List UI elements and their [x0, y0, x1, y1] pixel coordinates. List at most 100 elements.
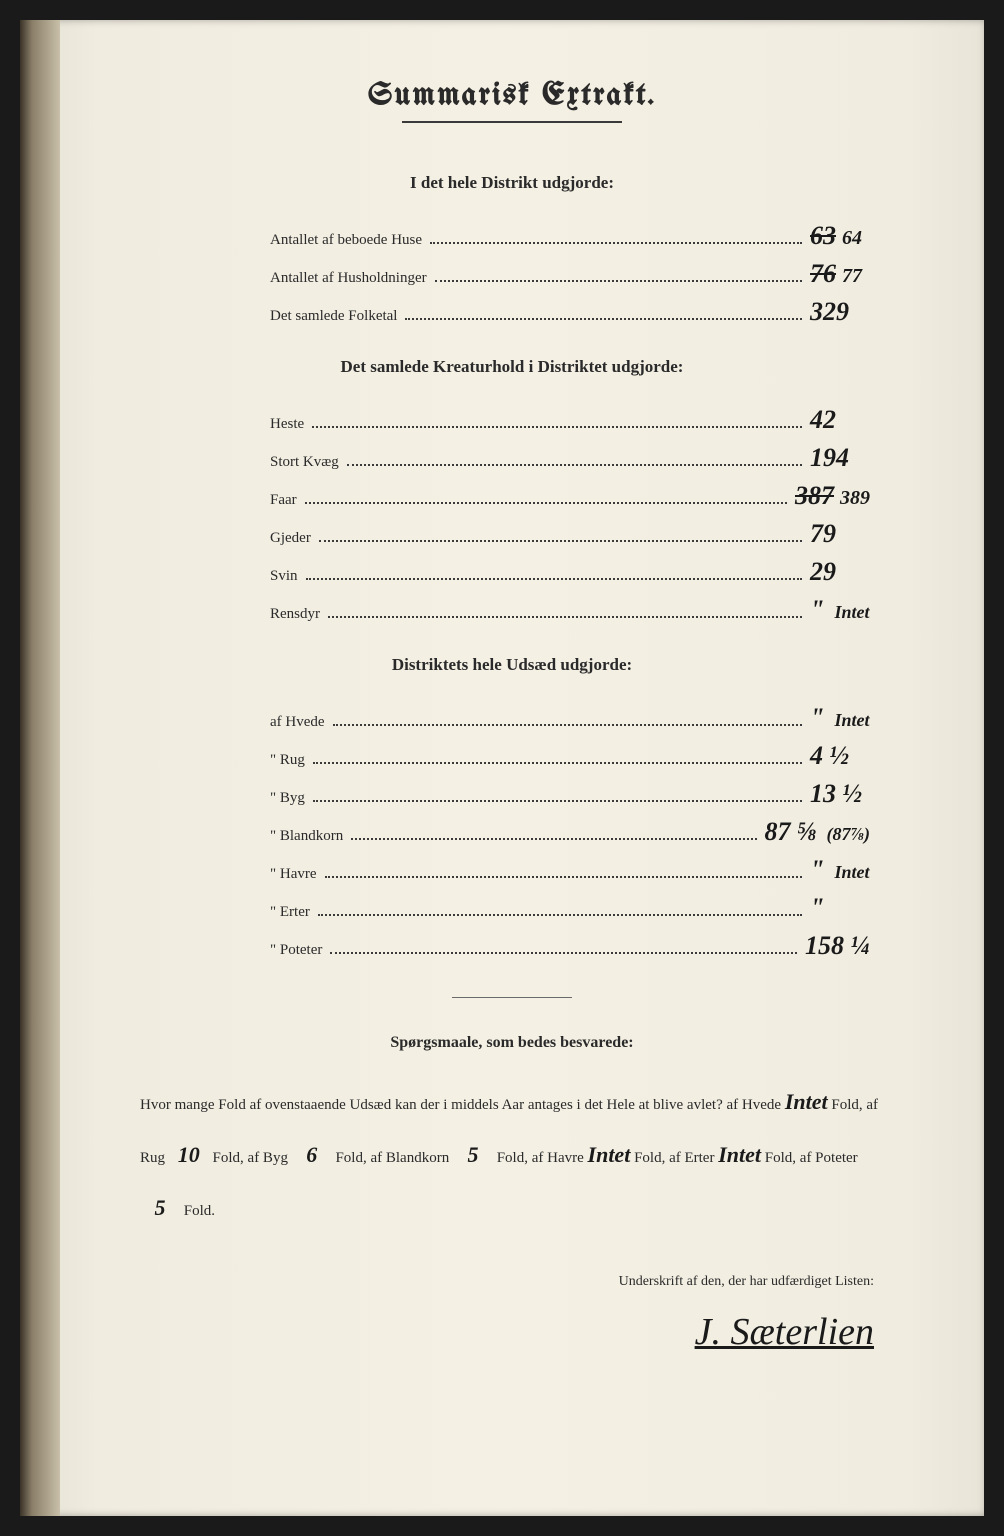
document-page: Summarisk Extrakt. I det hele Distrikt u…	[20, 20, 984, 1516]
row-label: " Poteter	[270, 942, 322, 959]
data-row: af Hvede "Intet	[270, 703, 870, 733]
data-row: Rensdyr "Intet	[270, 595, 870, 625]
questions-intro: Hvor mange Fold af ovenstaaende Udsæd ka…	[140, 1097, 723, 1113]
leader-dots	[405, 318, 802, 320]
leader-dots	[318, 914, 802, 916]
data-row: Det samlede Folketal 329	[270, 297, 870, 327]
question-item-label: af Erter	[669, 1150, 714, 1166]
row-label: Stort Kvæg	[270, 454, 339, 471]
question-item-label: af Byg	[248, 1150, 288, 1166]
leader-dots	[306, 578, 802, 580]
data-row: Gjeder 79	[270, 519, 870, 549]
section1-rows: Antallet af beboede Huse6364Antallet af …	[120, 221, 904, 327]
data-row: Heste 42	[270, 405, 870, 435]
question-item-suffix: Fold,	[335, 1150, 366, 1166]
row-value: "Intet	[810, 595, 870, 625]
row-value: 387389	[795, 481, 870, 511]
data-row: Antallet af beboede Huse 6364	[270, 221, 870, 251]
row-value: 29	[810, 557, 870, 587]
data-row: " Byg 13 ½	[270, 779, 870, 809]
row-label: Faar	[270, 492, 297, 509]
row-value: 6364	[810, 221, 870, 251]
section2-heading: Det samlede Kreaturhold i Distriktet udg…	[120, 357, 904, 377]
leader-dots	[347, 464, 802, 466]
question-item-label: af Poteter	[800, 1150, 858, 1166]
question-item-value: 10	[169, 1129, 209, 1182]
data-row: " Blandkorn 87 ⅝(87⅞)	[270, 817, 870, 847]
row-value: 87 ⅝(87⅞)	[765, 817, 871, 847]
row-label: af Hvede	[270, 714, 325, 731]
data-row: " Poteter 158 ¼	[270, 931, 870, 961]
leader-dots	[351, 838, 756, 840]
question-item-label: af Blandkorn	[370, 1150, 449, 1166]
signature-block: Underskrift af den, der har udfærdiget L…	[120, 1274, 874, 1354]
leader-dots	[313, 762, 802, 764]
row-value: 79	[810, 519, 870, 549]
row-value: 329	[810, 297, 870, 327]
row-value: 4 ½	[810, 741, 870, 771]
question-item-value: Intet	[785, 1076, 828, 1129]
row-label: Antallet af Husholdninger	[270, 270, 427, 287]
section1-heading: I det hele Distrikt udgjorde:	[120, 173, 904, 193]
question-item-suffix: Fold.	[184, 1203, 215, 1219]
title-underline	[402, 121, 622, 123]
row-label: Det samlede Folketal	[270, 308, 397, 325]
page-title: Summarisk Extrakt.	[120, 80, 904, 113]
question-item-value: Intet	[718, 1129, 761, 1182]
data-row: " Erter "	[270, 893, 870, 923]
question-item-suffix: Fold,	[213, 1150, 244, 1166]
row-label: Heste	[270, 416, 304, 433]
row-value: 158 ¼	[805, 931, 870, 961]
question-item-suffix: Fold,	[634, 1150, 665, 1166]
row-label: Svin	[270, 568, 298, 585]
question-item-suffix: Fold,	[765, 1150, 796, 1166]
question-item-label: af Havre	[532, 1150, 584, 1166]
row-value: 7677	[810, 259, 870, 289]
questions-heading: Spørgsmaale, som bedes besvarede:	[120, 1034, 904, 1052]
data-row: Svin 29	[270, 557, 870, 587]
data-row: " Rug 4 ½	[270, 741, 870, 771]
data-row: " Havre "Intet	[270, 855, 870, 885]
row-value: "Intet	[810, 703, 870, 733]
signature-label: Underskrift af den, der har udfærdiget L…	[120, 1274, 874, 1290]
row-label: Antallet af beboede Huse	[270, 232, 422, 249]
section3-heading: Distriktets hele Udsæd udgjorde:	[120, 655, 904, 675]
leader-dots	[330, 952, 797, 954]
signature-name: J. Sæterlien	[120, 1310, 874, 1354]
section3-rows: af Hvede "Intet " Rug 4 ½ " Byg 13 ½ " Blandko…	[120, 703, 904, 961]
leader-dots	[325, 876, 802, 878]
leader-dots	[305, 502, 787, 504]
row-label: " Byg	[270, 790, 305, 807]
leader-dots	[333, 724, 802, 726]
section2-rows: Heste 42 Stort Kvæg 194 Faar 387389 Gjeder 79 Sv…	[120, 405, 904, 625]
data-row: Faar 387389	[270, 481, 870, 511]
row-label: Rensdyr	[270, 606, 320, 623]
question-item-value: 5	[453, 1129, 493, 1182]
row-value: "	[810, 893, 870, 923]
question-item-suffix: Fold,	[497, 1150, 528, 1166]
row-value: "Intet	[810, 855, 870, 885]
leader-dots	[319, 540, 802, 542]
question-item-suffix: Fold,	[831, 1097, 862, 1113]
leader-dots	[430, 242, 802, 244]
row-label: " Havre	[270, 866, 317, 883]
divider	[452, 997, 572, 998]
question-item-value: 6	[292, 1129, 332, 1182]
row-value: 42	[810, 405, 870, 435]
data-row: Antallet af Husholdninger 7677	[270, 259, 870, 289]
leader-dots	[328, 616, 802, 618]
leader-dots	[313, 800, 802, 802]
leader-dots	[312, 426, 802, 428]
row-value: 194	[810, 443, 870, 473]
row-label: " Rug	[270, 752, 305, 769]
questions-block: Hvor mange Fold af ovenstaaende Udsæd ka…	[140, 1076, 884, 1234]
row-label: " Erter	[270, 904, 310, 921]
row-label: Gjeder	[270, 530, 311, 547]
leader-dots	[435, 280, 802, 282]
question-item-value: 5	[140, 1182, 180, 1235]
data-row: Stort Kvæg 194	[270, 443, 870, 473]
question-item-label: af Hvede	[727, 1097, 782, 1113]
question-item-value: Intet	[588, 1129, 631, 1182]
row-value: 13 ½	[810, 779, 870, 809]
row-label: " Blandkorn	[270, 828, 343, 845]
